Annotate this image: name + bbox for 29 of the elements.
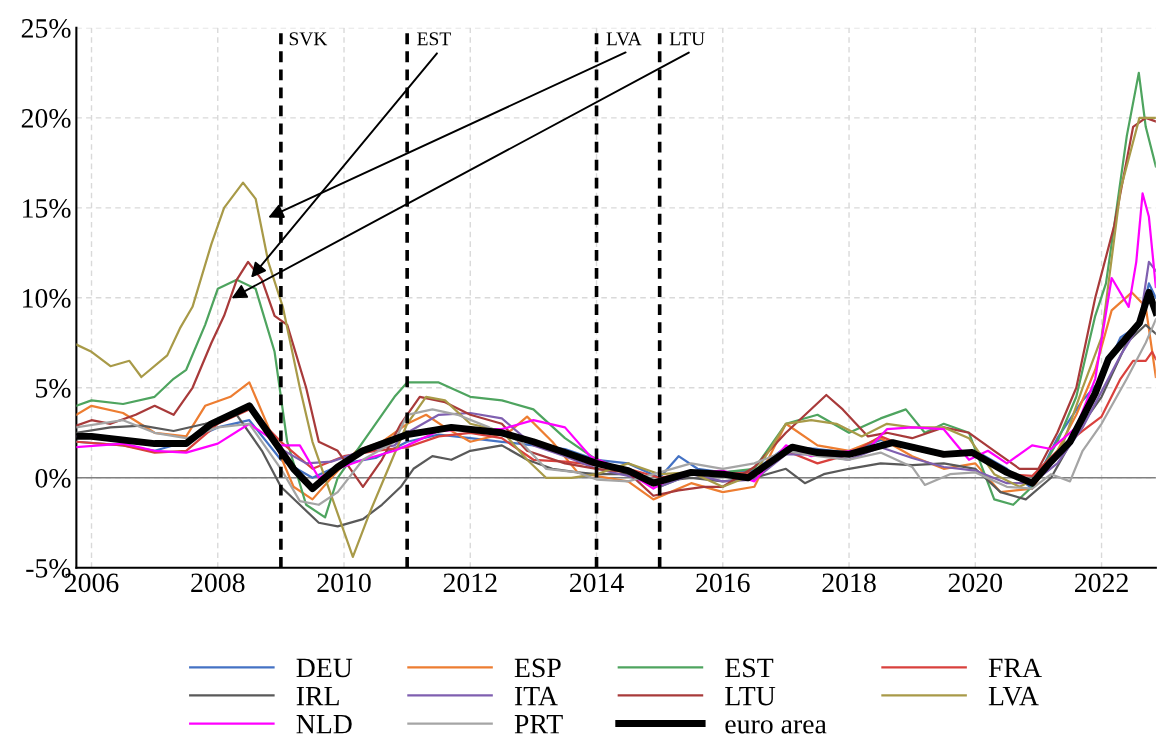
x-tick-label: 2010	[317, 573, 371, 593]
y-tick-label: 0%	[35, 468, 71, 488]
y-tick-label: 10%	[23, 288, 71, 308]
x-tick-label: 2022	[1075, 573, 1128, 593]
legend-label: IRL	[296, 686, 339, 706]
x-tick-label: 2008	[191, 573, 245, 593]
legend-label: EST	[725, 658, 774, 678]
x-tick-label: 2012	[443, 573, 497, 593]
y-tick-label: 20%	[21, 109, 71, 128]
legend-label: euro area	[725, 720, 827, 734]
legend-label: LTU	[725, 686, 776, 706]
x-tick-label: 2014	[569, 573, 624, 593]
legend-label: FRA	[988, 658, 1042, 677]
legend-label: ITA	[514, 686, 558, 706]
annotation: LTU	[669, 32, 705, 46]
annotation: LVA	[606, 32, 642, 46]
x-tick-label: 2016	[696, 573, 750, 593]
legend-label: DEU	[296, 658, 353, 678]
legend-label: PRT	[514, 715, 563, 734]
legend-label: NLD	[296, 715, 352, 734]
x-tick-label: 2018	[822, 573, 876, 593]
y-tick-label: 25%	[21, 19, 71, 38]
y-tick-label: 5%	[36, 378, 71, 398]
x-tick-label: 2020	[948, 573, 1003, 593]
y-tick-label: 15%	[23, 198, 71, 218]
legend-label: ESP	[514, 658, 561, 678]
annotation: EST	[417, 32, 451, 46]
ref-line-label: SVK	[289, 32, 328, 46]
legend-label: LVA	[988, 686, 1039, 706]
